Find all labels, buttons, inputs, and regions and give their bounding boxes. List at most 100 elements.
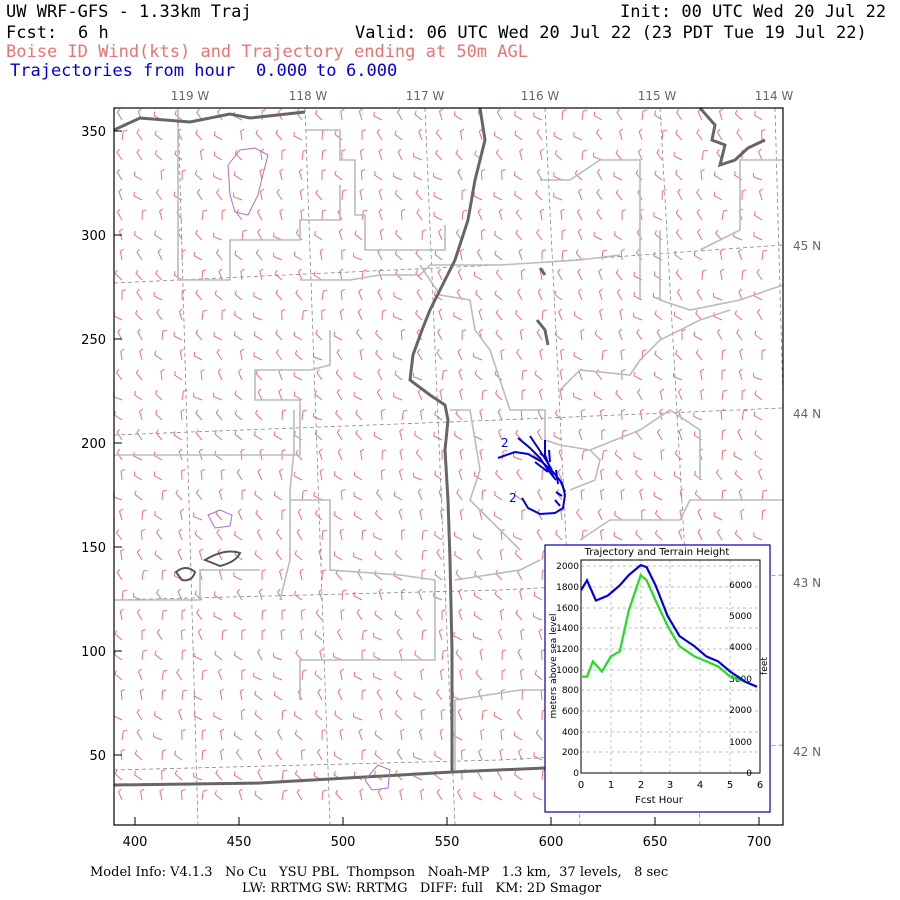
wind-barb [279, 568, 284, 581]
wind-barb [233, 572, 243, 581]
y-tick-label: 200 [81, 437, 106, 452]
wind-barb [419, 508, 424, 521]
wind-barb [180, 628, 186, 641]
wind-barb [580, 488, 585, 501]
wind-barb [558, 308, 563, 321]
wind-barb [700, 388, 705, 401]
wind-barb [294, 770, 303, 781]
wind-barb [421, 629, 427, 641]
wind-barb [473, 632, 483, 641]
wind-barb [437, 268, 443, 281]
wind-barb [214, 430, 223, 441]
wind-barb [439, 388, 444, 401]
wind-barb [198, 548, 203, 561]
wind-barb [357, 568, 363, 581]
wind-barb [418, 588, 423, 601]
wind-barb [675, 129, 683, 141]
wind-barb [578, 188, 583, 201]
wind-barb [473, 611, 483, 621]
wind-barb [161, 768, 166, 781]
wind-barb [177, 548, 183, 561]
wind-barb [214, 290, 223, 301]
wind-barb [195, 409, 203, 421]
wind-barb [653, 471, 663, 481]
wind-barb [181, 609, 186, 620]
wind-barb [713, 191, 723, 201]
wind-barb [179, 348, 184, 361]
wind-barb [493, 711, 503, 721]
wind-barb [461, 329, 467, 341]
wind-barb [637, 148, 643, 161]
wind-barb [395, 269, 403, 281]
inset-left-tick: 1800 [556, 583, 579, 593]
wind-barb [136, 149, 143, 161]
wind-barb [677, 388, 683, 401]
wind-barb [293, 131, 303, 141]
wind-barb [441, 369, 448, 381]
wind-barb [213, 331, 223, 341]
wind-barb [754, 330, 763, 341]
wind-barb [633, 312, 643, 321]
wind-barb [237, 368, 243, 381]
wind-barb [278, 388, 283, 401]
wind-barb [220, 748, 225, 761]
wind-barb [201, 749, 207, 761]
wind-barb [474, 570, 483, 581]
wind-barb [361, 209, 368, 221]
wind-barb [500, 688, 506, 701]
wind-barb [516, 708, 523, 721]
wind-barb [114, 770, 123, 781]
wind-barb [753, 532, 763, 541]
wind-barb [734, 110, 743, 121]
wind-barb [181, 169, 187, 181]
wind-barb [415, 189, 423, 201]
wind-barb [321, 308, 326, 321]
wind-barb [513, 110, 523, 121]
wind-barb [153, 471, 163, 481]
wind-barb [273, 672, 283, 681]
wind-barb [116, 568, 123, 581]
wind-barb [701, 149, 708, 161]
wind-barb [653, 371, 663, 381]
wind-barb [736, 129, 743, 141]
wind-barb [394, 370, 403, 381]
wind-barb [620, 348, 625, 361]
wind-barb [497, 628, 503, 641]
wind-barb [459, 248, 464, 261]
wind-barb [620, 488, 625, 501]
wind-barb [373, 112, 383, 121]
wind-barb [713, 292, 723, 301]
wind-barb [473, 352, 483, 361]
wind-barb [318, 448, 323, 461]
wind-barb [439, 668, 445, 681]
wind-barb [256, 208, 263, 221]
wind-barb [281, 409, 287, 421]
wind-barb [415, 249, 423, 261]
y-tick-label: 100 [81, 645, 106, 660]
wind-barb [161, 569, 167, 581]
trajectory-marker-start: 2 [501, 436, 509, 450]
wind-barb [595, 369, 603, 381]
wind-barb [653, 292, 663, 301]
wind-barb [715, 229, 723, 241]
wind-barb [181, 468, 186, 481]
wind-barb [155, 189, 163, 201]
wind-barb [273, 491, 283, 501]
wind-barb [558, 448, 563, 461]
wind-barb [161, 669, 168, 681]
wind-barb [293, 391, 303, 401]
wind-barb [254, 490, 263, 501]
wind-barb [736, 329, 743, 341]
wind-barb [253, 672, 263, 681]
wind-barb [454, 550, 463, 561]
wind-barb [393, 571, 403, 581]
wind-barb [334, 710, 343, 721]
wind-barb [379, 228, 384, 241]
wind-barb [581, 529, 587, 541]
wind-barb [480, 228, 486, 241]
wind-barb [353, 492, 363, 501]
wind-barb [553, 431, 563, 441]
wind-barb [394, 610, 403, 621]
wind-barb [116, 208, 123, 221]
longitude-label: 116 W [521, 89, 560, 103]
